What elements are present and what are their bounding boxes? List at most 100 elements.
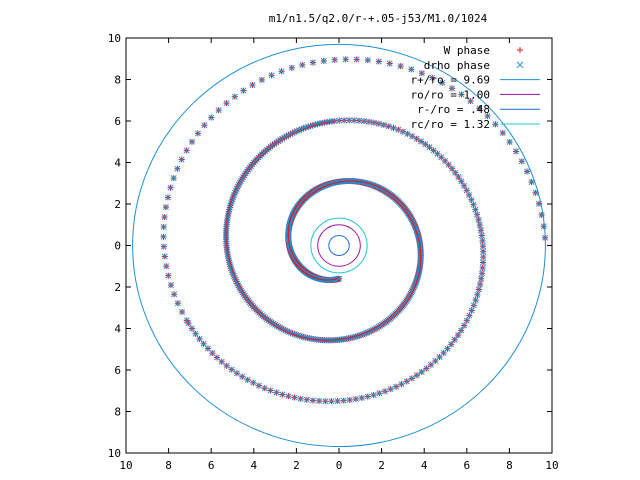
drho-phase-point: [538, 211, 545, 218]
drho-phase-point: [353, 56, 360, 63]
drho-phase-point: [358, 394, 365, 401]
legend-label: rc/ro = 1.32: [411, 118, 490, 131]
drho-phase-point: [196, 335, 203, 342]
drho-phase-point: [361, 118, 368, 125]
drho-phase-point: [268, 72, 275, 79]
drho-phase-point: [408, 66, 415, 73]
chart-title: m1/n1.5/q2.0/r-+.05-j53/M1.0/1024: [269, 12, 488, 25]
drho-phase-point: [201, 122, 208, 129]
drho-phase-point: [477, 281, 484, 288]
legend-label: r-/ro = .48: [417, 103, 490, 116]
drho-phase-point: [448, 341, 455, 348]
drho-phase-point: [356, 117, 363, 124]
drho-phase-point: [346, 396, 353, 403]
drho-phase-point: [244, 376, 251, 383]
drho-phase-point: [233, 370, 240, 377]
drho-phase-point: [413, 135, 420, 142]
drho-phase-point: [380, 121, 387, 128]
drho-phase-point: [316, 397, 323, 404]
drho-phase-point: [393, 383, 400, 390]
drho-phase-point: [418, 138, 424, 145]
y-tick-label: 6: [114, 364, 121, 377]
x-tick-label: 4: [421, 459, 428, 472]
drho-phase-point: [273, 389, 280, 396]
drho-phase-point: [231, 93, 238, 100]
drho-phase-point: [524, 168, 530, 175]
drho-phase-point: [215, 107, 222, 114]
drho-phase-point: [255, 382, 262, 389]
circle-2: [328, 235, 350, 256]
drho-phase-point: [475, 286, 482, 293]
drho-phase-point: [165, 272, 172, 279]
drho-phase-point: [423, 365, 430, 372]
drho-phase-point: [168, 282, 174, 289]
drho-phase-point: [470, 302, 477, 309]
drho-phase-point: [472, 206, 479, 213]
legend-label: ro/ro = 1.00: [411, 88, 490, 101]
legend-item: r-/ro = .48: [417, 103, 540, 116]
drho-phase-point: [476, 222, 483, 228]
legend-item: r+/ro = 9.69: [411, 74, 540, 87]
legend-item: ro/ro = 1.00: [411, 88, 540, 101]
circle-0: [132, 43, 546, 448]
drho-phase-point: [463, 317, 470, 324]
drho-phase-point: [458, 327, 465, 334]
drho-phase-point: [164, 194, 171, 201]
drho-phase-point: [161, 253, 168, 260]
drho-phase-point: [382, 388, 388, 395]
drho-phase-point: [466, 312, 473, 319]
drho-phase-point: [479, 270, 485, 277]
drho-phase-point: [385, 123, 392, 130]
drho-phase-point: [174, 300, 181, 307]
y-tick-label: 4: [114, 157, 121, 170]
x-tick-label: 4: [250, 459, 257, 472]
drho-phase-point: [463, 187, 470, 194]
x-tick-label: 8: [165, 459, 172, 472]
drho-phase-point: [240, 87, 247, 94]
drho-phase-point: [162, 204, 169, 211]
drho-phase-point: [398, 381, 405, 388]
drho-phase-point: [285, 393, 292, 400]
legend-cross-marker: [516, 61, 524, 69]
reference-circles: [132, 43, 546, 448]
drho-phase-point: [163, 263, 170, 270]
drho-phase-point: [170, 175, 177, 182]
drho-phase-point: [370, 392, 377, 398]
drho-phase-point: [422, 141, 429, 148]
drho-phase-point: [390, 124, 397, 131]
drho-phase-point: [249, 82, 256, 88]
y-tick-label: 6: [114, 115, 121, 128]
drho-phase-point: [309, 397, 316, 404]
drho-phase-point: [288, 64, 295, 71]
legend-item: W phase: [444, 44, 523, 57]
drho-phase-point: [200, 340, 207, 347]
drho-phase-point: [466, 192, 473, 198]
drho-phase-point: [204, 345, 211, 352]
drho-phase-point: [518, 158, 525, 165]
drho-phase-point: [532, 189, 539, 196]
drho-phase-point: [209, 350, 216, 357]
drho-phase-point: [328, 398, 335, 405]
spiral-points: [160, 56, 549, 405]
drho-phase-point: [375, 120, 382, 127]
axis-ticks: [125, 37, 553, 454]
drho-phase-point: [366, 118, 372, 125]
drho-phase-point: [351, 117, 358, 124]
drho-phase-point: [472, 297, 479, 304]
legend-item: rc/ro = 1.32: [411, 118, 540, 131]
drho-phase-point: [474, 291, 481, 298]
drho-phase-point: [451, 336, 458, 343]
drho-phase-point: [214, 354, 220, 361]
drho-phase-point: [449, 85, 455, 92]
drho-phase-point: [299, 61, 306, 68]
drho-phase-point: [476, 105, 483, 112]
y-tick-label: 2: [114, 281, 121, 294]
drho-phase-point: [250, 379, 257, 386]
drho-phase-point: [291, 394, 298, 401]
x-tick-label: 6: [208, 459, 215, 472]
drho-phase-point: [160, 233, 167, 240]
drho-phase-point: [161, 214, 168, 221]
drho-phase-point: [188, 325, 195, 332]
circle-3: [310, 217, 368, 274]
